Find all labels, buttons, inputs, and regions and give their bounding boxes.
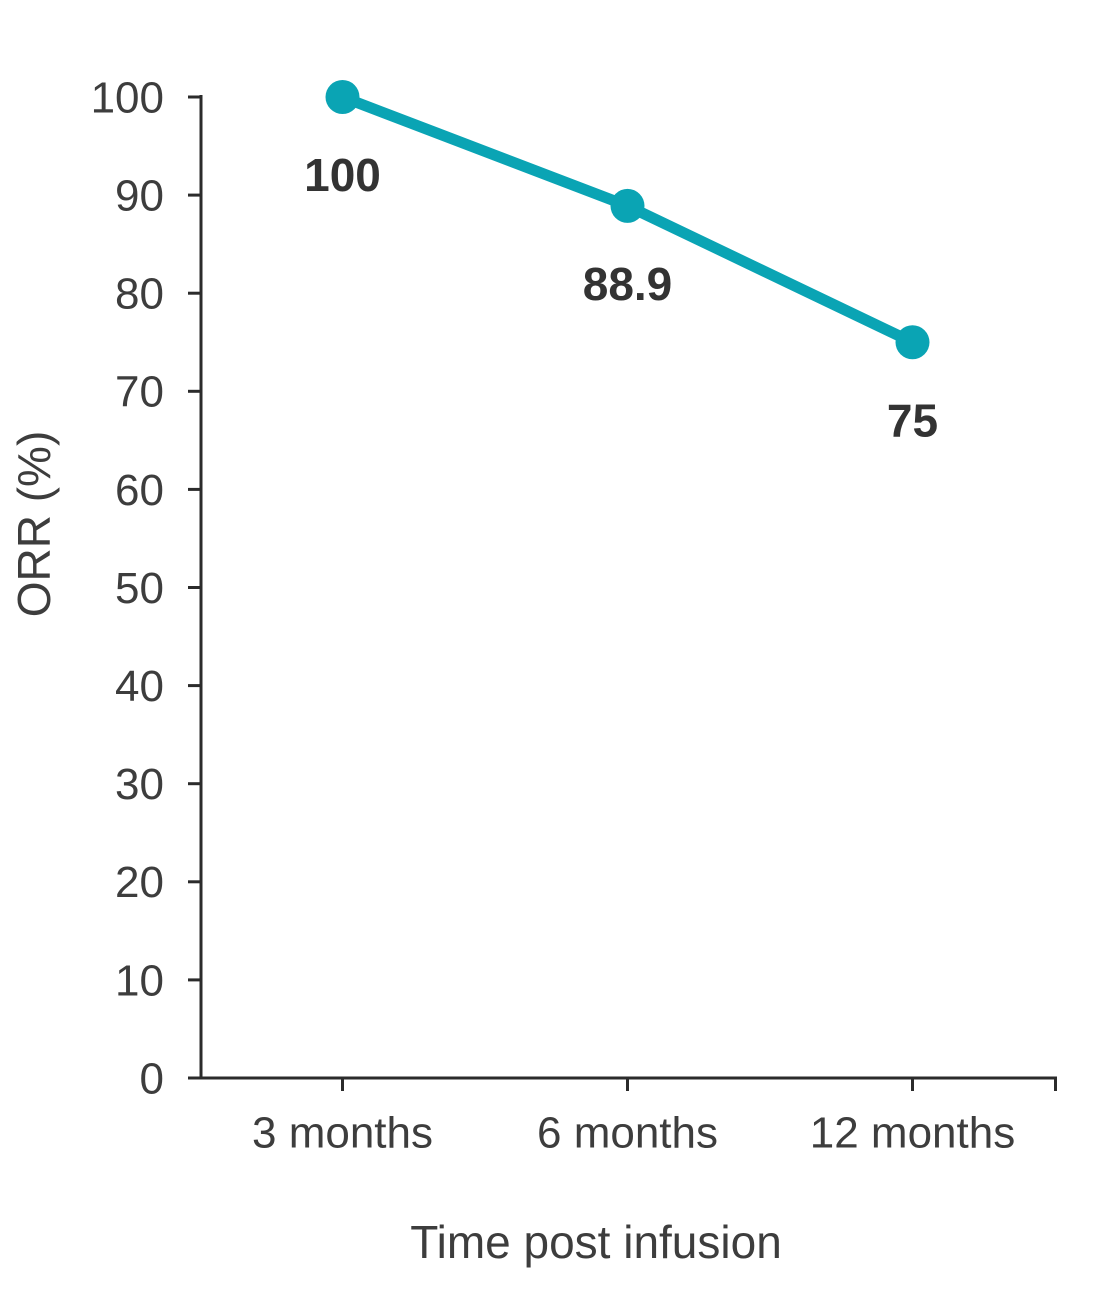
y-tick-label: 40: [115, 662, 164, 711]
data-point-label: 88.9: [583, 258, 673, 310]
data-point-marker: [325, 80, 360, 114]
y-tick-label: 10: [115, 956, 164, 1005]
x-category-label: 3 months: [252, 1108, 433, 1157]
y-tick-label: 50: [115, 564, 164, 613]
x-axis-title: Time post infusion: [410, 1216, 782, 1268]
y-tick-label: 20: [115, 858, 164, 907]
y-tick-label: 30: [115, 760, 164, 809]
y-axis-title: ORR (%): [8, 431, 60, 618]
y-tick-label: 60: [115, 466, 164, 515]
data-point-label: 75: [887, 394, 938, 446]
y-tick-label: 80: [115, 270, 164, 319]
y-tick-label: 100: [91, 73, 164, 122]
y-tick-label: 0: [140, 1054, 164, 1103]
x-category-label: 12 months: [810, 1108, 1015, 1157]
data-point-marker: [895, 325, 930, 360]
data-point-label: 100: [304, 149, 381, 201]
y-tick-label: 70: [115, 368, 164, 417]
x-category-label: 6 months: [537, 1108, 718, 1157]
data-point-marker: [610, 188, 645, 223]
y-tick-label: 90: [115, 172, 164, 221]
